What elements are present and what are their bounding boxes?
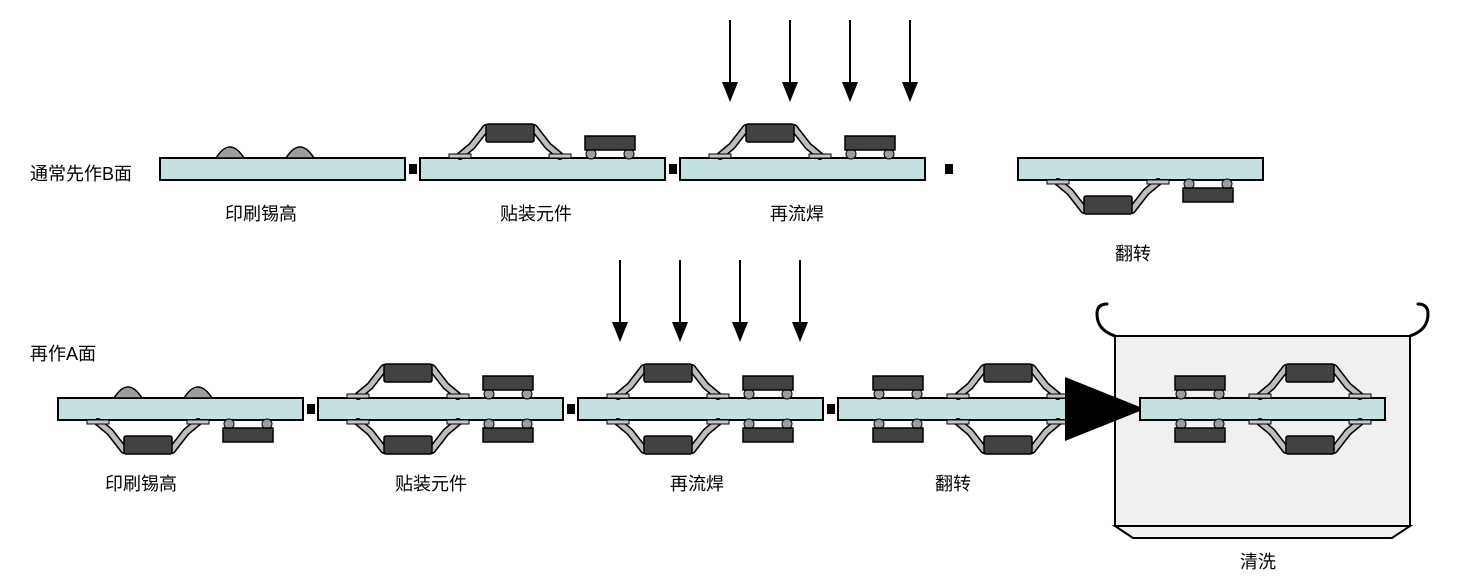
r1-step-reflow: 再流焊 [770, 200, 824, 226]
r1-step-print: 印刷锡高 [225, 200, 297, 226]
r2-step-flip: 翻转 [935, 470, 971, 496]
r2-step-reflow: 再流焊 [670, 470, 724, 496]
r2-step-place: 贴装元件 [395, 470, 467, 496]
row2-title: 再作A面 [30, 340, 96, 366]
r1-step-place: 贴装元件 [500, 200, 572, 226]
smt-process-diagram [0, 0, 1473, 579]
r2-step-clean: 清洗 [1240, 548, 1276, 574]
r1-step-flip: 翻转 [1115, 240, 1151, 266]
r2-step-print: 印刷锡高 [105, 470, 177, 496]
row1-title: 通常先作B面 [30, 160, 132, 186]
